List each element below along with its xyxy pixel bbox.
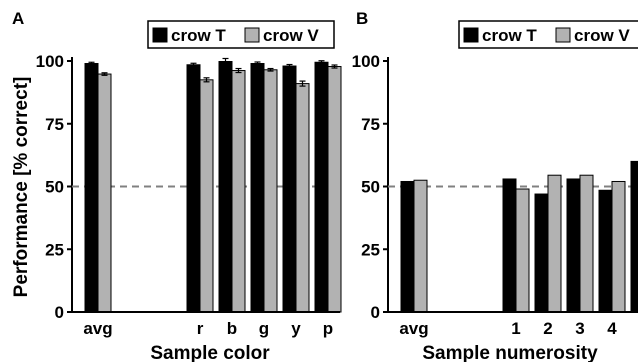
panel-a-bar-crow-v-r	[199, 79, 214, 313]
panel-b-y-tick-label: 50	[361, 178, 380, 197]
panel-b-category-label: 3	[575, 319, 584, 338]
panel-b-y-tick-label: 25	[361, 240, 380, 259]
panel-a-bar-crow-t-b	[218, 61, 233, 313]
panel-b-bar-crow-t-avg	[400, 180, 415, 313]
panel-a-y-tick-label: 100	[36, 52, 64, 71]
panel-a-y-axis-label: Performance [% correct]	[11, 77, 32, 298]
panel-a-y-tick-label: 75	[45, 115, 64, 134]
panel-a-bar-crow-t-y	[282, 65, 297, 313]
panel-a-bar-crow-t-r	[186, 64, 201, 313]
panel-a-bar-crow-v-b	[231, 70, 246, 313]
panel-b-bar-crow-t-2	[534, 193, 549, 313]
panel-a-category-label: r	[197, 319, 204, 338]
panel-b-letter: B	[356, 9, 368, 28]
panel-b-bar-crow-v-2	[547, 174, 562, 313]
panel-b-bar-crow-v-3	[579, 174, 594, 313]
panel-a-bar-crow-v-p	[327, 66, 342, 313]
panel-b-y-tick-label: 100	[352, 52, 380, 71]
panel-b-y-tick-label: 75	[361, 115, 380, 134]
panel-a-letter: A	[12, 9, 24, 28]
panel-a-bar-crow-t-avg	[84, 63, 99, 313]
panel-b-category-label: avg	[399, 319, 428, 338]
panel-a-bar-crow-v-avg	[97, 73, 112, 313]
panel-a-category-label: g	[259, 319, 269, 338]
panel-b-bar-crow-t-1	[502, 178, 517, 313]
panel-a-category-label: b	[227, 319, 237, 338]
panel-b-legend-box	[458, 20, 638, 49]
panel-b-category-label: 4	[607, 319, 617, 338]
panel-a-y-tick-label: 50	[45, 178, 64, 197]
panel-a-bar-crow-t-g	[250, 63, 265, 313]
panel-b-bar-crow-v-4	[611, 180, 626, 313]
panel-a-bar-crow-v-y	[295, 83, 310, 313]
panel-b-y-tick-label: 0	[371, 303, 380, 322]
panel-b-legend-label-crow-t: crow T	[482, 26, 537, 45]
panel-b-bar-crow-v-1	[515, 188, 530, 313]
panel-a-bar-crow-t-p	[314, 61, 329, 313]
panel-a-legend-box	[147, 20, 335, 49]
panel-a-legend-swatch-crow-t	[152, 27, 168, 43]
panel-a-y-tick-label: 25	[45, 240, 64, 259]
panel-b-category-label: 2	[543, 319, 552, 338]
panel-b-bar-crow-t-3	[566, 178, 581, 313]
panel-a-category-label: y	[291, 319, 301, 338]
panel-b-bar-crow-v-avg	[413, 179, 428, 313]
panel-b-legend-label-crow-v: crow V	[574, 26, 630, 45]
panel-a-x-axis-label: Sample color	[150, 343, 270, 362]
panel-a-legend-swatch-crow-v	[244, 27, 260, 43]
panel-a-legend-label-crow-v: crow V	[263, 26, 319, 45]
panel-a-category-label: avg	[83, 319, 112, 338]
panel-b-x-axis-label: Sample numerosity	[422, 343, 598, 362]
panel-b-legend-swatch-crow-t	[463, 27, 479, 43]
panel-a-category-label: p	[323, 319, 333, 338]
panel-a-legend-label-crow-t: crow T	[171, 26, 226, 45]
panel-b-bar-crow-t-5	[630, 160, 638, 313]
panel-b-category-label: 1	[511, 319, 520, 338]
panel-a-y-tick-label: 0	[55, 303, 64, 322]
panel-b-bar-crow-t-4	[598, 189, 613, 313]
panel-b-legend-swatch-crow-v	[555, 27, 571, 43]
panel-a-bar-crow-v-g	[263, 69, 278, 313]
